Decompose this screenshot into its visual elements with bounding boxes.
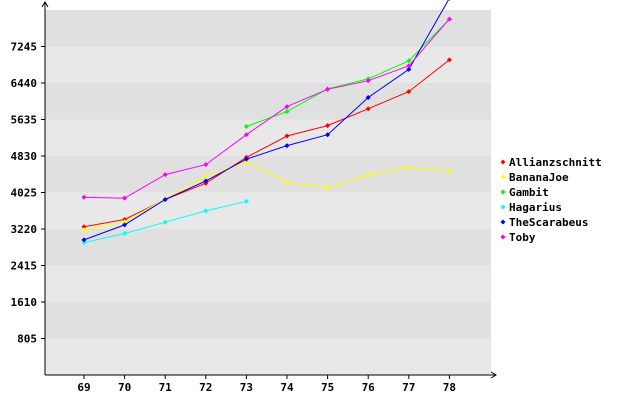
legend-label-allianzschnitt: Allianzschnitt — [509, 156, 602, 169]
legend-marker-gambit — [500, 189, 506, 195]
x-tick-label: 75 — [321, 381, 334, 394]
data-point-allianzschnitt — [446, 57, 452, 63]
series-line-allianzschnitt — [83, 59, 450, 228]
data-point-toby — [243, 132, 249, 138]
y-axis: 805 1610 2415 3220 4025 4830 5635 6440 7245 — [11, 1, 49, 375]
series-lines — [81, 0, 452, 246]
x-tick-label: 72 — [199, 381, 212, 394]
data-point-bananajoe — [284, 179, 290, 185]
x-tick-label: 70 — [118, 381, 131, 394]
x-tick-label: 78 — [443, 381, 456, 394]
x-axis-arrow — [490, 371, 497, 379]
data-point-thescarabeus — [448, 0, 451, 1]
data-point-bananajoe — [325, 185, 331, 191]
data-point-toby — [284, 104, 290, 110]
y-tick-label: 2415 — [11, 260, 38, 273]
data-point-gambit — [284, 109, 290, 115]
data-point-toby — [446, 16, 452, 22]
data-point-hagarius — [243, 198, 249, 204]
legend-marker-bananajoe — [500, 174, 506, 180]
data-point-allianzschnitt — [365, 106, 371, 112]
data-point-allianzschnitt — [406, 89, 412, 95]
data-point-allianzschnitt — [284, 133, 290, 139]
series-line-bananajoe — [83, 161, 450, 231]
series-line-gambit — [246, 18, 450, 127]
data-point-toby — [325, 86, 331, 92]
legend: Allianzschnitt BananaJoe Gambit Hagarius The… — [500, 156, 602, 244]
data-point-bananajoe — [446, 168, 452, 174]
x-axis: 69 70 71 72 73 74 75 76 77 78 — [45, 371, 497, 394]
series-line-thescarabeus — [83, 0, 449, 241]
legend-label-thescarabeus: TheScarabeus — [509, 216, 588, 229]
y-tick-label: 6440 — [11, 77, 38, 90]
legend-label-hagarius: Hagarius — [509, 201, 562, 214]
series-thescarabeus — [81, 0, 451, 243]
legend-marker-toby — [500, 234, 506, 240]
data-point-allianzschnitt — [81, 224, 87, 230]
data-point-thescarabeus — [406, 66, 412, 72]
grid-band — [45, 229, 491, 266]
data-point-toby — [203, 162, 209, 168]
legend-label-toby: Toby — [509, 231, 536, 244]
data-point-thescarabeus — [203, 178, 209, 184]
y-tick-label: 7245 — [11, 41, 38, 54]
data-point-bananajoe — [365, 172, 371, 178]
data-point-thescarabeus — [284, 143, 290, 149]
grid-bands — [45, 10, 491, 339]
y-axis-arrow — [41, 1, 49, 8]
series-toby — [81, 16, 452, 201]
x-tick-label: 69 — [77, 381, 90, 394]
grid-band — [45, 156, 491, 193]
data-point-bananajoe — [203, 173, 209, 179]
legend-label-gambit: Gambit — [509, 186, 549, 199]
data-point-thescarabeus — [122, 222, 128, 228]
data-point-gambit — [406, 58, 412, 64]
grid-band — [45, 10, 491, 47]
data-point-bananajoe — [406, 164, 412, 170]
legend-marker-hagarius — [500, 204, 506, 210]
x-tick-label: 77 — [402, 381, 415, 394]
data-point-hagarius — [162, 219, 168, 225]
data-point-toby — [365, 78, 371, 84]
series-hagarius — [81, 198, 249, 246]
grid-band — [45, 83, 491, 120]
data-point-hagarius — [122, 231, 128, 237]
data-point-thescarabeus — [162, 197, 168, 203]
data-point-thescarabeus — [325, 132, 331, 138]
data-point-hagarius — [203, 208, 209, 214]
y-tick-label: 4830 — [11, 150, 38, 163]
data-point-bananajoe — [122, 219, 128, 225]
y-tick-label: 3220 — [11, 223, 38, 236]
series-line-toby — [83, 18, 450, 199]
data-point-thescarabeus — [243, 156, 249, 162]
y-tick-label: 805 — [17, 333, 37, 346]
x-tick-label: 71 — [159, 381, 173, 394]
x-tick-label: 76 — [362, 381, 376, 394]
data-point-gambit — [243, 124, 249, 130]
series-bananajoe — [81, 159, 452, 233]
data-point-bananajoe — [243, 159, 249, 165]
legend-label-bananajoe: BananaJoe — [509, 171, 569, 184]
data-point-bananajoe — [81, 227, 87, 233]
data-point-toby — [162, 172, 168, 178]
x-tick-label: 73 — [240, 381, 253, 394]
grid-band — [45, 302, 491, 339]
y-tick-label: 1610 — [11, 296, 38, 309]
data-point-toby — [406, 63, 412, 69]
y-tick-label: 5635 — [11, 114, 38, 127]
data-point-thescarabeus — [81, 237, 87, 243]
x-tick-label: 74 — [280, 381, 294, 394]
legend-marker-thescarabeus — [500, 219, 506, 225]
data-point-hagarius — [81, 240, 87, 246]
y-tick-label: 4025 — [11, 187, 38, 200]
legend-marker-allianzschnitt — [500, 159, 506, 165]
data-point-thescarabeus — [365, 95, 371, 101]
data-point-toby — [81, 194, 87, 200]
data-point-toby — [122, 195, 128, 201]
data-point-allianzschnitt — [325, 123, 331, 129]
